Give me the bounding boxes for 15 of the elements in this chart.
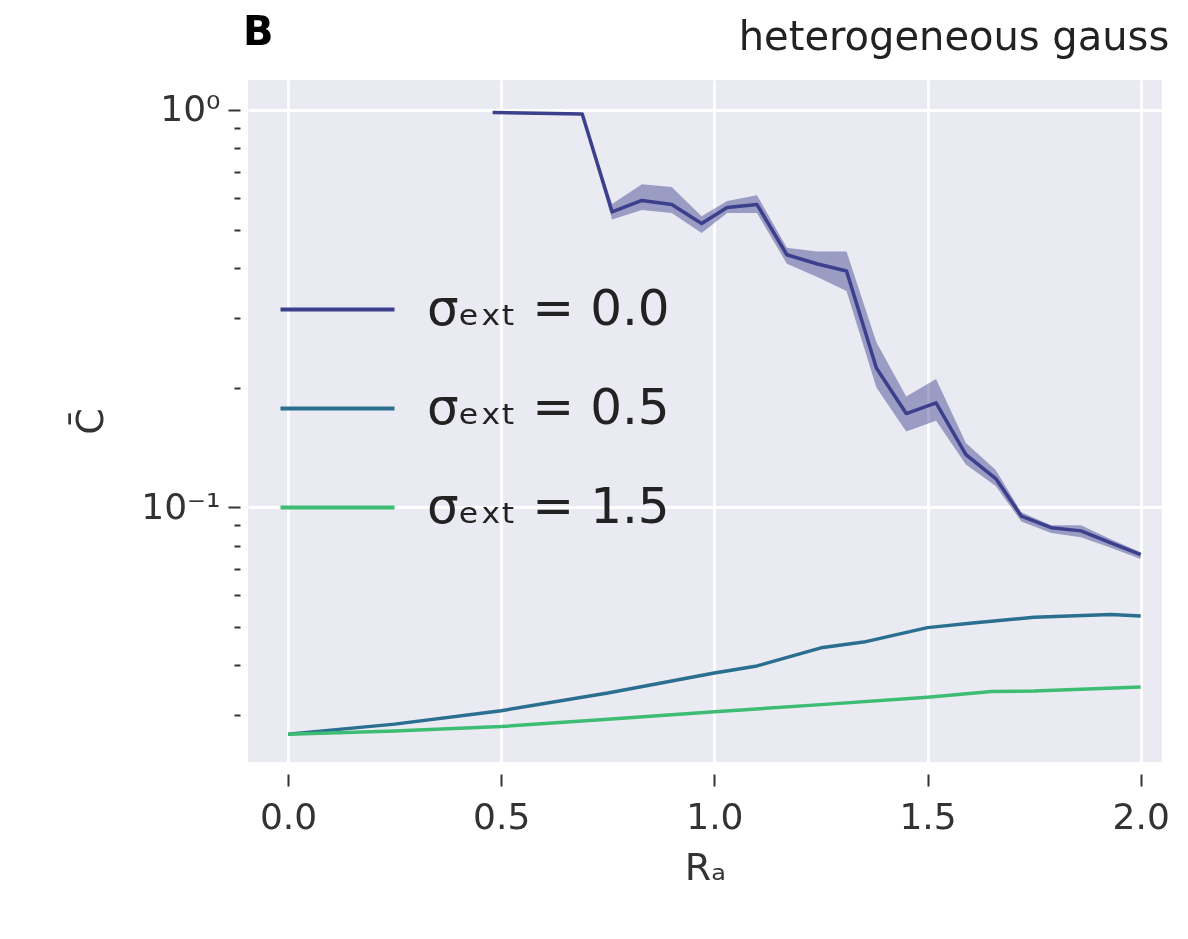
y-tick-label: 10⁰	[160, 88, 221, 130]
legend-label: σₑₓₜ = 0.0	[427, 278, 670, 337]
x-tick-label: 2.0	[1112, 795, 1170, 837]
legend-label: σₑₓₜ = 0.5	[427, 377, 670, 436]
x-axis-title: Rₐ	[684, 844, 727, 889]
y-tick-label: 10⁻¹	[141, 485, 221, 527]
y-axis-title: C̄	[68, 408, 113, 435]
x-tick-label: 1.0	[686, 795, 744, 837]
x-tick-label: 1.5	[899, 795, 957, 837]
chart-title: heterogeneous gauss	[738, 13, 1170, 59]
text: B	[243, 8, 274, 54]
line-series	[286, 685, 1143, 736]
x-tick-label: 0.5	[473, 795, 531, 837]
x-tick-label: 0.0	[259, 795, 318, 837]
legend-label: σₑₓₜ = 1.5	[427, 476, 670, 535]
